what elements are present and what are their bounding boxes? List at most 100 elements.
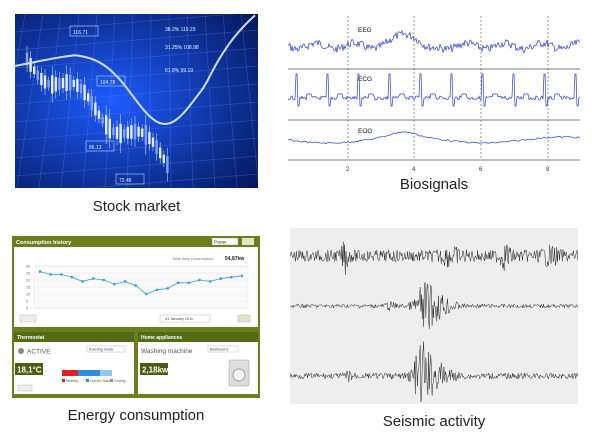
seismic-trace-3 <box>290 341 578 402</box>
stock-grid-line <box>60 14 80 188</box>
stock-candle <box>90 96 93 110</box>
consumption-point <box>60 273 63 276</box>
chart-ytick: 10 <box>26 293 30 297</box>
stock-candle <box>54 77 57 92</box>
energy-dashboard-image: Consumption history Power Total daily cons… <box>12 236 260 398</box>
appliance-name: Washing machine <box>141 348 193 355</box>
consumption-point <box>187 281 191 285</box>
stock-candle <box>144 124 147 145</box>
stock-label: 86.13 <box>89 145 102 151</box>
stock-candle <box>58 77 61 90</box>
seismic-image <box>290 228 578 404</box>
stock-candle <box>108 118 111 139</box>
consumption-point <box>70 275 74 279</box>
energy-dashboard-graphic: Consumption history Power Total daily cons… <box>12 236 260 398</box>
stock-candle <box>162 154 165 163</box>
temperature-box <box>15 363 43 375</box>
stock-grid-line <box>168 14 172 188</box>
stock-grid-line <box>15 47 258 69</box>
bio-tick-label: 4 <box>412 167 416 173</box>
bio-tick-label: 2 <box>346 167 350 173</box>
stock-candle <box>126 126 129 139</box>
chart-ytick: 25 <box>26 272 30 276</box>
seismic-trace-1 <box>290 241 578 276</box>
stock-candle <box>115 126 119 139</box>
stock-grid-line <box>222 14 238 188</box>
biosignals-image: 2 4 6 8 EEG ECG EOG <box>288 14 580 176</box>
stock-label: 61.8% 99.19 <box>165 68 193 74</box>
stock-trend-curve <box>15 14 256 125</box>
appliances-title: Home appliances <box>141 335 182 341</box>
stock-label: 72.46 <box>119 178 132 184</box>
stock-candle <box>43 75 47 89</box>
consumption-point <box>208 280 212 283</box>
stock-candle <box>155 140 158 155</box>
stock-grid-line <box>186 14 194 188</box>
stock-candle <box>33 66 36 75</box>
date-label: 31 January 2011 <box>165 317 193 321</box>
stock-candle <box>101 116 104 124</box>
stock-candle <box>151 137 155 147</box>
consumption-point <box>38 270 42 273</box>
stock-candle <box>36 70 39 80</box>
washing-machine-door <box>232 368 246 382</box>
consumption-header: Consumption history <box>16 240 72 246</box>
stock-grid-line <box>15 119 258 141</box>
consumption-point <box>134 284 137 287</box>
bio-tick-label: 6 <box>479 167 483 173</box>
legend-swatch <box>62 379 65 382</box>
stock-grid-line <box>16 14 44 188</box>
thermostat-temperature: 18,1°C <box>17 366 42 375</box>
stock-candle <box>123 128 126 138</box>
mode-dropdown-label: Evening mode <box>89 348 113 352</box>
bio-tick-label: 8 <box>546 167 550 173</box>
consumption-point <box>198 278 201 282</box>
stock-candle <box>105 115 108 135</box>
stock-candle <box>159 147 162 159</box>
thermostat-title: Thermostat <box>17 335 45 341</box>
mode-dropdown <box>86 345 126 353</box>
stock-market-image: 38.2% 119.29 31.25% 108.98 61.8% 99.19 116.… <box>15 14 258 188</box>
stock-candle <box>76 78 79 92</box>
consumption-point <box>81 280 84 283</box>
stock-label-box <box>69 25 99 37</box>
consumption-point <box>230 275 233 279</box>
stock-candle <box>94 102 97 116</box>
chart-ytick: 30 <box>26 265 30 269</box>
stock-grid-line <box>82 14 98 188</box>
heating-bar <box>62 370 78 376</box>
caption-energy-consumption: Energy consumption <box>67 407 205 424</box>
total-consumption-label: Total daily consumption <box>172 256 214 261</box>
stock-grid-line <box>15 155 258 177</box>
stock-grid-line <box>15 14 26 75</box>
bio-channel-label: ECG <box>358 76 372 83</box>
seismograph-graphic <box>290 241 578 402</box>
stock-grid-line <box>15 83 258 105</box>
room-dropdown-label: Bathrooms <box>210 348 228 352</box>
legend-label: Current Status <box>90 379 112 383</box>
dropdown-button <box>242 238 254 245</box>
stock-candle <box>51 75 54 94</box>
stock-candle <box>133 123 137 140</box>
stock-grid-line <box>38 14 62 188</box>
stock-grid-line <box>126 14 134 188</box>
consumption-point <box>219 277 222 280</box>
legend-label: Heating <box>66 379 78 383</box>
stock-candle <box>141 128 144 137</box>
stock-grid-line <box>204 14 216 188</box>
stock-candle <box>61 78 65 89</box>
chart-nav-button <box>237 314 251 323</box>
stock-grid-line <box>148 14 152 188</box>
stock-label-box <box>96 75 126 87</box>
chart-ytick: 0 <box>26 307 28 311</box>
consumption-line <box>39 271 243 295</box>
consumption-point <box>123 280 127 283</box>
appliance-power: 2,18kw <box>142 366 169 375</box>
stock-candle <box>119 123 122 144</box>
consumption-point <box>166 287 169 290</box>
seismic-trace-2 <box>290 282 578 329</box>
stock-grid-line <box>104 14 116 188</box>
caption-stock-market: Stock market <box>92 198 181 215</box>
thermostat-header-bar <box>14 332 134 342</box>
consumption-point <box>49 273 52 276</box>
